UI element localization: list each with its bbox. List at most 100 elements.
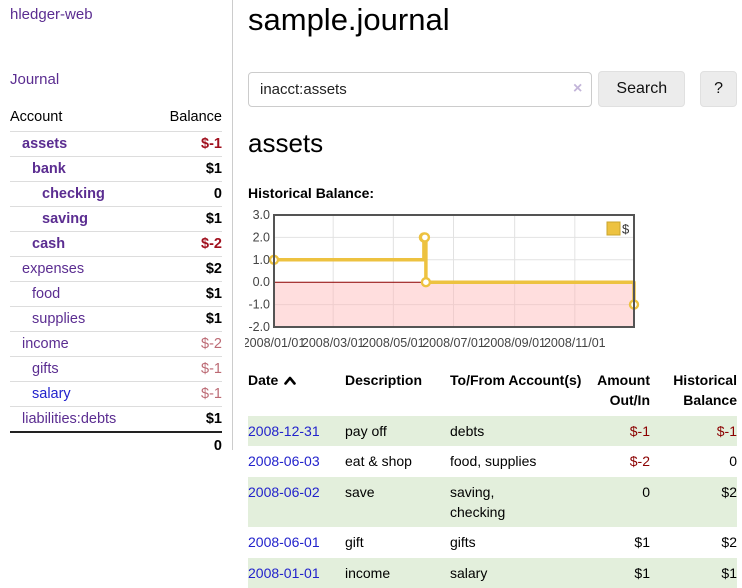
account-row: salary $-1 [10, 381, 222, 407]
help-button[interactable]: ? [700, 71, 737, 107]
y-axis-tick-label: 3.0 [253, 208, 270, 222]
transaction-description: pay off [345, 416, 450, 447]
accounts-total-spacer [10, 431, 152, 459]
account-link[interactable]: saving [42, 211, 88, 227]
register-header-accounts: To/From Account(s) [450, 372, 582, 388]
accounts-total-row: 0 [10, 431, 222, 459]
account-row: saving $1 [10, 206, 222, 232]
register-row: 2008-01-01 income salary $1 $1 [248, 557, 737, 588]
y-axis-tick-label: 0.0 [253, 275, 270, 289]
x-axis-tick-label: 2008/01/01 [245, 336, 305, 350]
account-link[interactable]: gifts [32, 361, 59, 377]
account-link[interactable]: cash [32, 236, 66, 252]
transaction-balance: $1 [652, 557, 737, 588]
y-axis-tick-label: -2.0 [248, 320, 270, 334]
clear-search-icon[interactable]: × [573, 79, 583, 97]
transaction-balance: 0 [729, 453, 737, 470]
search-input[interactable] [248, 71, 593, 107]
register-header-row: Date Description To/From Account(s) Amou… [248, 369, 737, 416]
account-link[interactable]: bank [32, 161, 66, 177]
account-link[interactable]: checking [42, 186, 105, 202]
account-link[interactable]: income [22, 336, 69, 352]
account-row: gifts $-1 [10, 356, 222, 382]
account-balance: $-2 [152, 331, 222, 357]
accounts-total-balance: 0 [152, 431, 222, 459]
app-title[interactable]: hledger-web [10, 6, 93, 23]
search-box: × [248, 71, 593, 107]
account-row: income $-2 [10, 331, 222, 357]
transaction-accounts: salary [450, 557, 592, 588]
account-row: bank $1 [10, 156, 222, 182]
transaction-description: income [345, 557, 450, 588]
account-balance: $1 [152, 306, 222, 332]
transaction-date-link[interactable]: 2008-06-01 [248, 534, 320, 551]
date-header-label: Date [248, 372, 279, 388]
account-balance: $-2 [152, 231, 222, 257]
transaction-accounts: saving, checking [450, 476, 592, 528]
transaction-amount: 0 [592, 476, 652, 528]
x-axis-tick-label: 2008/07/01 [422, 336, 485, 350]
account-balance: $1 [152, 281, 222, 307]
search-bar: × Search ? [248, 71, 737, 107]
account-row: supplies $1 [10, 306, 222, 332]
negative-region [274, 282, 634, 327]
transaction-description: gift [345, 534, 364, 551]
register-row: 2008-06-02 save saving, checking 0 $2 [248, 476, 737, 528]
transaction-description: eat & shop [345, 453, 412, 470]
transaction-date-link[interactable]: 2008-01-01 [248, 564, 320, 581]
account-row: assets $-1 [10, 131, 222, 157]
account-row: liabilities:debts $1 [10, 406, 222, 432]
data-point-marker[interactable] [419, 232, 431, 243]
transaction-balance: $-1 [652, 416, 737, 447]
account-link[interactable]: expenses [22, 261, 85, 277]
historical-balance-chart[interactable]: $3.0 2.0 1.0 0.0 -1.0 -2.0 2008/01/012008/03/0… [245, 208, 642, 356]
transaction-accounts: debts [450, 416, 592, 447]
transaction-amount: $-2 [629, 453, 650, 470]
account-heading: assets [248, 128, 324, 158]
transaction-description: save [345, 476, 450, 528]
transaction-date-link[interactable]: 2008-06-03 [248, 453, 320, 470]
legend-label: $ [622, 222, 630, 237]
register-row: 2008-06-01 gift gifts $1 $2 [248, 527, 737, 557]
account-balance: $1 [152, 206, 222, 232]
sort-ascending-icon [284, 376, 297, 386]
account-row: checking 0 [10, 181, 222, 207]
sidebar-item-journal[interactable]: Journal [10, 71, 60, 88]
account-link[interactable]: supplies [32, 311, 86, 327]
register-table: Date Description To/From Account(s) Amou… [248, 369, 737, 588]
account-balance: $-1 [152, 131, 222, 157]
x-axis-tick-label: 2008/03/01 [302, 336, 365, 350]
transaction-balance: $2 [652, 476, 737, 528]
account-balance: $-1 [152, 356, 222, 382]
accounts-header-balance: Balance [169, 109, 222, 125]
register-header-date[interactable]: Date [248, 369, 345, 416]
main-content: sample.journal × Search ? assets Histori… [245, 0, 737, 588]
transaction-date-link[interactable]: 2008-12-31 [248, 423, 320, 440]
data-point-marker[interactable] [420, 276, 432, 288]
register-header-balance: Historical Balance [673, 372, 737, 408]
account-row: expenses $2 [10, 256, 222, 282]
page-title: sample.journal [248, 2, 450, 37]
account-balance: $2 [152, 256, 222, 282]
transaction-date-link[interactable]: 2008-06-02 [248, 483, 320, 500]
account-link[interactable]: liabilities:debts [22, 411, 117, 427]
x-axis-tick-label: 2008/09/01 [483, 336, 546, 350]
search-button[interactable]: Search [598, 71, 686, 107]
account-link[interactable]: salary [32, 386, 71, 402]
account-balance: $1 [152, 406, 222, 432]
account-link[interactable]: assets [22, 136, 68, 152]
plot-border [273, 214, 635, 328]
y-axis-tick-label: 2.0 [253, 230, 270, 244]
account-link[interactable]: food [32, 286, 61, 302]
account-row: food $1 [10, 281, 222, 307]
account-balance: 0 [152, 181, 222, 207]
account-row: cash $-2 [10, 231, 222, 257]
transaction-balance: $2 [721, 534, 737, 551]
chart-title: Historical Balance: [248, 185, 375, 201]
register-header-amount: Amount Out/In [597, 372, 650, 408]
accounts-header-account: Account [10, 109, 63, 125]
x-axis-tick-label: 2008/11/01 [544, 336, 606, 350]
y-axis-tick-label: 1.0 [253, 253, 270, 267]
legend-swatch [606, 221, 621, 236]
transaction-accounts: food, supplies [450, 453, 537, 470]
